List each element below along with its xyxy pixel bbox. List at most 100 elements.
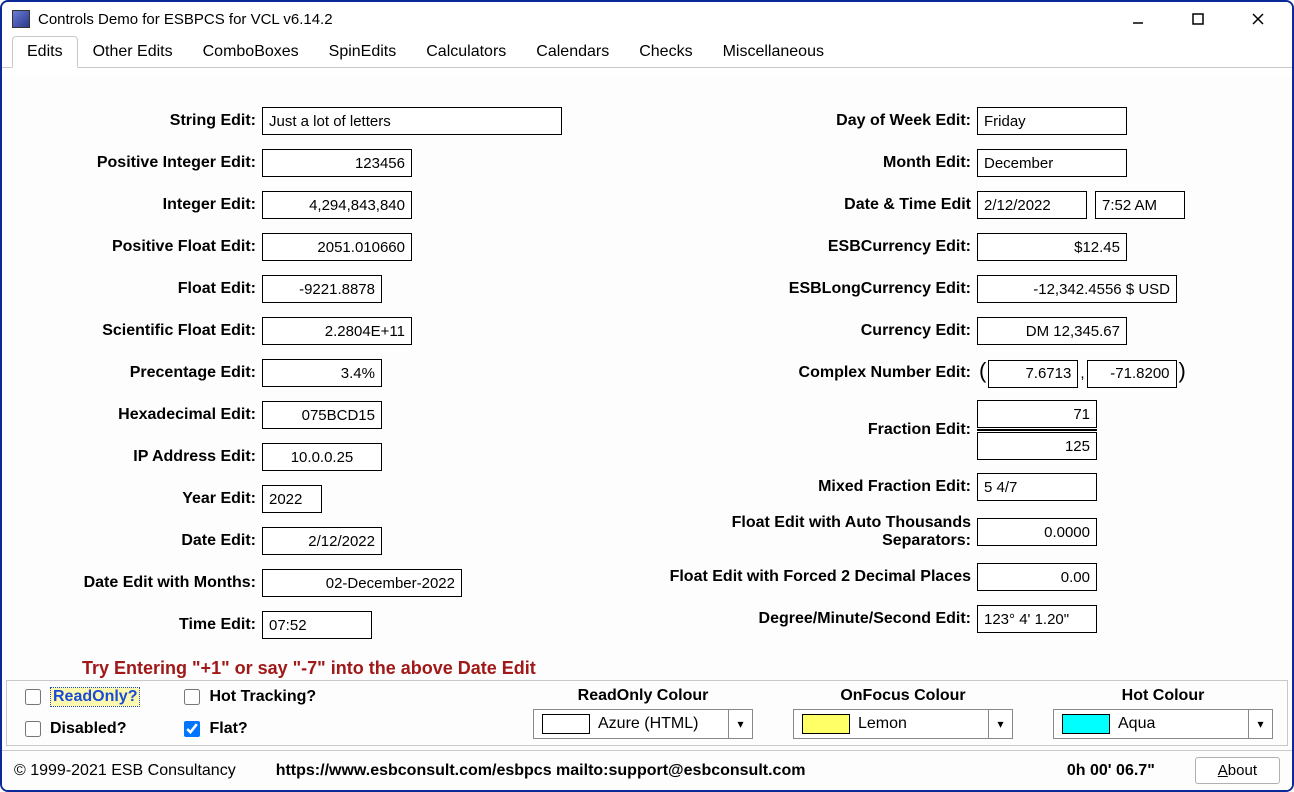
complex-real-input[interactable] (988, 360, 1078, 388)
date_edit-label: Date Edit: (22, 532, 262, 550)
onfocus-colour-combo[interactable]: Lemon ▾ (793, 709, 1013, 739)
esb_currency-label: ESBCurrency Edit: (647, 238, 977, 256)
pos_float_edit-label: Positive Float Edit: (22, 238, 262, 256)
tab-comboboxes[interactable]: ComboBoxes (188, 36, 314, 67)
ip_edit-input[interactable] (262, 443, 382, 471)
minimize-button[interactable] (1122, 7, 1154, 31)
row-time_edit: Time Edit: (22, 610, 647, 640)
row-sci_float_edit: Scientific Float Edit: (22, 316, 647, 346)
tab-other-edits[interactable]: Other Edits (78, 36, 188, 67)
month_edit-input[interactable] (977, 149, 1127, 177)
sci_float_edit-input[interactable] (262, 317, 412, 345)
row-pos_float_edit: Positive Float Edit: (22, 232, 647, 262)
titlebar: Controls Demo for ESBPCS for VCL v6.14.2 (2, 2, 1292, 36)
readonly-checkbox-input[interactable] (25, 689, 41, 705)
hot-colour-swatch (1062, 714, 1110, 734)
time_edit-label: Time Edit: (22, 616, 262, 634)
float_2dp-input[interactable] (977, 563, 1097, 591)
string_edit-input[interactable] (262, 107, 562, 135)
hottracking-checkbox[interactable]: Hot Tracking? (180, 686, 316, 708)
paren-close: ) (1177, 358, 1188, 383)
complex-comma: , (1078, 365, 1086, 382)
window-buttons (1122, 7, 1282, 31)
app-icon (12, 10, 30, 28)
flat-checkbox-input[interactable] (184, 721, 200, 737)
fraction-denominator-input[interactable] (977, 432, 1097, 460)
tab-calculators[interactable]: Calculators (411, 36, 521, 67)
pos_float_edit-input[interactable] (262, 233, 412, 261)
percent_edit-label: Precentage Edit: (22, 364, 262, 382)
row-pos_int_edit: Positive Integer Edit: (22, 148, 647, 178)
row-mixed_fraction: Mixed Fraction Edit: (647, 472, 1272, 502)
fraction-numerator-input[interactable] (977, 400, 1097, 428)
hottracking-checkbox-input[interactable] (184, 689, 200, 705)
hot-colour-title: Hot Colour (1122, 687, 1205, 705)
row-percent_edit: Precentage Edit: (22, 358, 647, 388)
hex_edit-input[interactable] (262, 401, 382, 429)
currency_edit-input[interactable] (977, 317, 1127, 345)
tab-miscellaneous[interactable]: Miscellaneous (708, 36, 839, 67)
tab-spinedits[interactable]: SpinEdits (314, 36, 412, 67)
elapsed-time: 0h 00' 06.7" (1067, 762, 1155, 780)
esb_currency-input[interactable] (977, 233, 1127, 261)
row-dms_edit: Degree/Minute/Second Edit: (647, 604, 1272, 634)
readonly-colour-title: ReadOnly Colour (578, 687, 709, 705)
float_edit-label: Float Edit: (22, 280, 262, 298)
date_months_edit-input[interactable] (262, 569, 462, 597)
esb_long_currency-label: ESBLongCurrency Edit: (647, 280, 977, 298)
year_edit-input[interactable] (262, 485, 322, 513)
tab-edits[interactable]: Edits (12, 36, 78, 68)
hot-colour-combo[interactable]: Aqua ▾ (1053, 709, 1273, 739)
tab-content-edits: String Edit:Positive Integer Edit:Intege… (2, 76, 1292, 790)
chevron-down-icon[interactable]: ▾ (1248, 710, 1272, 738)
row-dow_edit: Day of Week Edit: (647, 106, 1272, 136)
maximize-button[interactable] (1182, 7, 1214, 31)
app-window: Controls Demo for ESBPCS for VCL v6.14.2… (0, 0, 1294, 792)
tab-calendars[interactable]: Calendars (521, 36, 624, 67)
chevron-down-icon[interactable]: ▾ (988, 710, 1012, 738)
readonly-colour-combo[interactable]: Azure (HTML) ▾ (533, 709, 753, 739)
hint-text: Try Entering "+1" or say "-7" into the a… (2, 658, 1292, 679)
close-button[interactable] (1242, 7, 1274, 31)
string_edit-label: String Edit: (22, 112, 262, 130)
percent_edit-input[interactable] (262, 359, 382, 387)
year_edit-label: Year Edit: (22, 490, 262, 508)
left-column: String Edit:Positive Integer Edit:Intege… (22, 106, 647, 652)
month_edit-label: Month Edit: (647, 154, 977, 172)
complex-imag-input[interactable] (1087, 360, 1177, 388)
about-button[interactable]: About (1195, 757, 1280, 784)
date_edit-input[interactable] (262, 527, 382, 555)
row-float_thousands: Float Edit with Auto Thousands Separator… (647, 514, 1272, 550)
tab-checks[interactable]: Checks (624, 36, 707, 67)
disabled-checkbox-input[interactable] (25, 721, 41, 737)
window-title: Controls Demo for ESBPCS for VCL v6.14.2 (38, 11, 333, 28)
datetime-time-input[interactable] (1095, 191, 1185, 219)
time_edit-input[interactable] (262, 611, 372, 639)
hottracking-label: Hot Tracking? (209, 688, 316, 706)
float_edit-input[interactable] (262, 275, 382, 303)
float_thousands-input[interactable] (977, 518, 1097, 546)
readonly-checkbox[interactable]: ReadOnly? (21, 686, 140, 708)
disabled-checkbox[interactable]: Disabled? (21, 718, 140, 740)
currency_edit-label: Currency Edit: (647, 322, 977, 340)
row-float_edit: Float Edit: (22, 274, 647, 304)
row-ip_edit: IP Address Edit: (22, 442, 647, 472)
esb_long_currency-input[interactable] (977, 275, 1177, 303)
mixed_fraction-input[interactable] (977, 473, 1097, 501)
dow_edit-input[interactable] (977, 107, 1127, 135)
pos_int_edit-input[interactable] (262, 149, 412, 177)
about-label: bout (1228, 762, 1257, 779)
row-year_edit: Year Edit: (22, 484, 647, 514)
row-fraction_edit: Fraction Edit: (647, 400, 1272, 460)
readonly-colour-swatch (542, 714, 590, 734)
flat-checkbox[interactable]: Flat? (180, 718, 316, 740)
hot-colour-group: Hot Colour Aqua ▾ (1053, 687, 1273, 739)
integer_edit-input[interactable] (262, 191, 412, 219)
fraction_edit-label: Fraction Edit: (647, 421, 977, 439)
chevron-down-icon[interactable]: ▾ (728, 710, 752, 738)
row-month_edit: Month Edit: (647, 148, 1272, 178)
datetime-date-input[interactable] (977, 191, 1087, 219)
readonly-colour-name: Azure (HTML) (598, 715, 728, 733)
dms_edit-input[interactable] (977, 605, 1097, 633)
sci_float_edit-label: Scientific Float Edit: (22, 322, 262, 340)
